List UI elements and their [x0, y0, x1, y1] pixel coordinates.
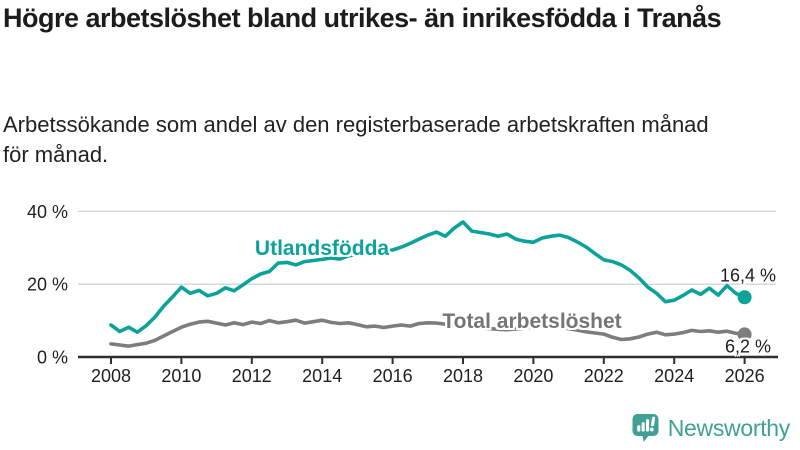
x-tick-label-2022: 2022	[584, 366, 624, 386]
series-line-utlandsfodda	[109, 220, 747, 335]
x-tick-label-2016: 2016	[373, 366, 413, 386]
x-tick-label-2012: 2012	[232, 366, 272, 386]
y-tick-label-0: 0 %	[37, 348, 68, 368]
x-tick-label-2018: 2018	[443, 366, 483, 386]
x-tick-label-2010: 2010	[161, 366, 201, 386]
newsworthy-logo-icon	[632, 414, 659, 442]
x-tick-label-2014: 2014	[302, 366, 342, 386]
chart-title: Högre arbetslöshet bland utrikes- än inr…	[3, 3, 722, 33]
y-tick-label-20: 20 %	[27, 275, 68, 295]
x-tick-label-2024: 2024	[654, 366, 694, 386]
newsworthy-logo[interactable]: Newsworthy	[631, 412, 790, 444]
series-line-total-arbetsloshet	[109, 318, 747, 348]
x-tick-label-2020: 2020	[513, 366, 553, 386]
series-end-dot-utlandsfodda	[737, 290, 752, 305]
x-tick-label-2008: 2008	[91, 366, 131, 386]
series-end-dot-total-arbetsloshet	[737, 327, 752, 342]
series-label-utlandsfodda: Utlandsfödda	[254, 237, 390, 260]
end-value-label-total: 6,2 %	[724, 336, 771, 357]
chart-subtitle: Arbetssökande som andel av den registerb…	[3, 112, 709, 167]
end-value-label-utlandsfodda: 16,4 %	[719, 265, 776, 286]
newsworthy-logo-text: Newsworthy	[667, 414, 791, 441]
x-tick-label-2026: 2026	[725, 366, 765, 386]
series-label-total-arbetsloshet: Total arbetslöshet	[442, 310, 622, 333]
y-tick-label-40: 40 %	[27, 202, 68, 222]
